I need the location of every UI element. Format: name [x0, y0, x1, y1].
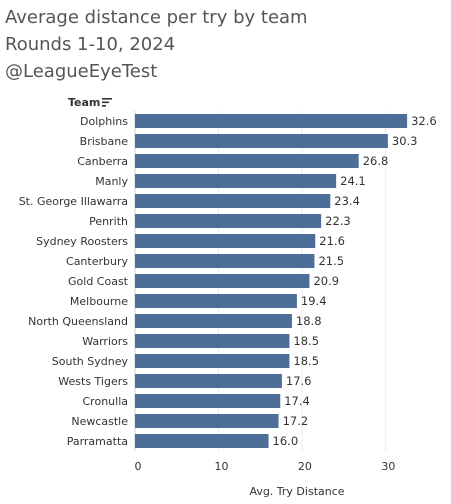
value-label-4: 23.4: [334, 194, 360, 208]
x-tick-label-3: 30: [381, 460, 395, 473]
value-label-7: 21.5: [318, 254, 344, 268]
bar-13[interactable]: [135, 374, 282, 388]
row-header-label[interactable]: Team: [68, 96, 100, 109]
title-block: Average distance per try by team Rounds …: [5, 4, 308, 85]
value-label-12: 18.5: [293, 354, 319, 368]
value-label-9: 19.4: [301, 294, 327, 308]
value-label-10: 18.8: [296, 314, 322, 328]
value-label-11: 18.5: [293, 334, 319, 348]
x-axis-title: Avg. Try Distance: [249, 485, 344, 498]
value-label-14: 17.4: [284, 394, 310, 408]
value-label-3: 24.1: [340, 174, 366, 188]
category-label-2: Canberra: [77, 155, 128, 168]
bar-1[interactable]: [135, 134, 388, 148]
bars: [135, 114, 408, 448]
x-axis-ticks: 0 10 20 30: [135, 460, 396, 473]
category-label-4: St. George Illawarra: [19, 195, 128, 208]
value-label-5: 22.3: [325, 214, 351, 228]
chart-author-handle: @LeagueEyeTest: [5, 61, 158, 82]
value-labels: 32.6 30.326.8 24.1 23.4 22.3 21.6 21.5 20.9 19.4…: [273, 114, 437, 448]
chart-title: Average distance per try by team: [5, 7, 308, 28]
bar-14[interactable]: [135, 394, 281, 408]
bar-15[interactable]: [135, 414, 279, 428]
category-label-0: Dolphins: [80, 115, 128, 128]
bar-7[interactable]: [135, 254, 315, 268]
bar-6[interactable]: [135, 234, 316, 248]
category-label-8: Gold Coast: [68, 275, 129, 288]
bar-4[interactable]: [135, 194, 331, 208]
category-label-12: South Sydney: [52, 355, 129, 368]
category-labels: Dolphins Brisbane Canberra Manly St. George …: [19, 115, 129, 448]
chart-subtitle: Rounds 1-10, 2024: [5, 34, 176, 55]
value-label-13: 17.6: [286, 374, 312, 388]
value-label-0: 32.6: [411, 114, 437, 128]
category-label-10: North Queensland: [28, 315, 128, 328]
value-label-8: 20.9: [313, 274, 339, 288]
category-label-9: Melbourne: [70, 295, 128, 308]
value-label-16: 16.0: [273, 434, 299, 448]
category-label-11: Warriors: [82, 335, 128, 348]
value-label-15: 17.2: [283, 414, 309, 428]
x-tick-label-2: 20: [298, 460, 312, 473]
category-label-15: Newcastle: [71, 415, 128, 428]
value-label-6: 21.6: [319, 234, 345, 248]
category-label-1: Brisbane: [80, 135, 129, 148]
x-tick-label-0: 0: [135, 460, 142, 473]
category-label-3: Manly: [95, 175, 128, 188]
bar-5[interactable]: [135, 214, 322, 228]
category-label-5: Penrith: [89, 215, 128, 228]
category-label-16: Parramatta: [67, 435, 128, 448]
category-label-14: Cronulla: [83, 395, 129, 408]
sort-descending-icon[interactable]: [102, 98, 112, 107]
bar-0[interactable]: [135, 114, 408, 128]
bar-3[interactable]: [135, 174, 337, 188]
category-label-13: Wests Tigers: [58, 375, 128, 388]
value-label-1: 30.3: [392, 134, 418, 148]
value-label-2: 26.8: [363, 154, 389, 168]
bar-2[interactable]: [135, 154, 359, 168]
bar-9[interactable]: [135, 294, 297, 308]
bar-10[interactable]: [135, 314, 292, 328]
bar-11[interactable]: [135, 334, 290, 348]
category-label-6: Sydney Roosters: [36, 235, 128, 248]
category-label-7: Canterbury: [66, 255, 128, 268]
bar-16[interactable]: [135, 434, 269, 448]
bar-8[interactable]: [135, 274, 310, 288]
bar-12[interactable]: [135, 354, 290, 368]
x-tick-label-1: 10: [214, 460, 228, 473]
